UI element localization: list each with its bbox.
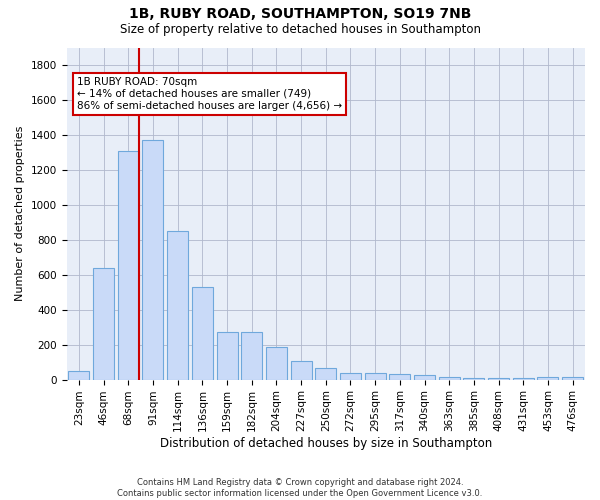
Bar	[142, 140, 163, 380]
Text: Contains HM Land Registry data © Crown copyright and database right 2024.
Contai: Contains HM Land Registry data © Crown c…	[118, 478, 482, 498]
Bar	[266, 348, 287, 380]
Bar	[217, 332, 238, 380]
Bar	[439, 377, 460, 380]
Y-axis label: Number of detached properties: Number of detached properties	[15, 126, 25, 301]
Bar	[315, 368, 336, 380]
Bar	[389, 374, 410, 380]
Bar	[93, 268, 114, 380]
Bar	[167, 231, 188, 380]
Text: Size of property relative to detached houses in Southampton: Size of property relative to detached ho…	[119, 22, 481, 36]
Bar	[340, 372, 361, 380]
Bar	[68, 371, 89, 380]
Text: 1B, RUBY ROAD, SOUTHAMPTON, SO19 7NB: 1B, RUBY ROAD, SOUTHAMPTON, SO19 7NB	[129, 8, 471, 22]
Bar	[241, 332, 262, 380]
Bar	[365, 372, 386, 380]
Bar	[513, 378, 534, 380]
Bar	[488, 378, 509, 380]
Bar	[538, 377, 559, 380]
Bar	[562, 377, 583, 380]
Bar	[414, 375, 435, 380]
X-axis label: Distribution of detached houses by size in Southampton: Distribution of detached houses by size …	[160, 437, 492, 450]
Bar	[118, 150, 139, 380]
Bar	[192, 287, 213, 380]
Bar	[463, 378, 484, 380]
Bar	[290, 361, 311, 380]
Text: 1B RUBY ROAD: 70sqm
← 14% of detached houses are smaller (749)
86% of semi-detac: 1B RUBY ROAD: 70sqm ← 14% of detached ho…	[77, 78, 342, 110]
